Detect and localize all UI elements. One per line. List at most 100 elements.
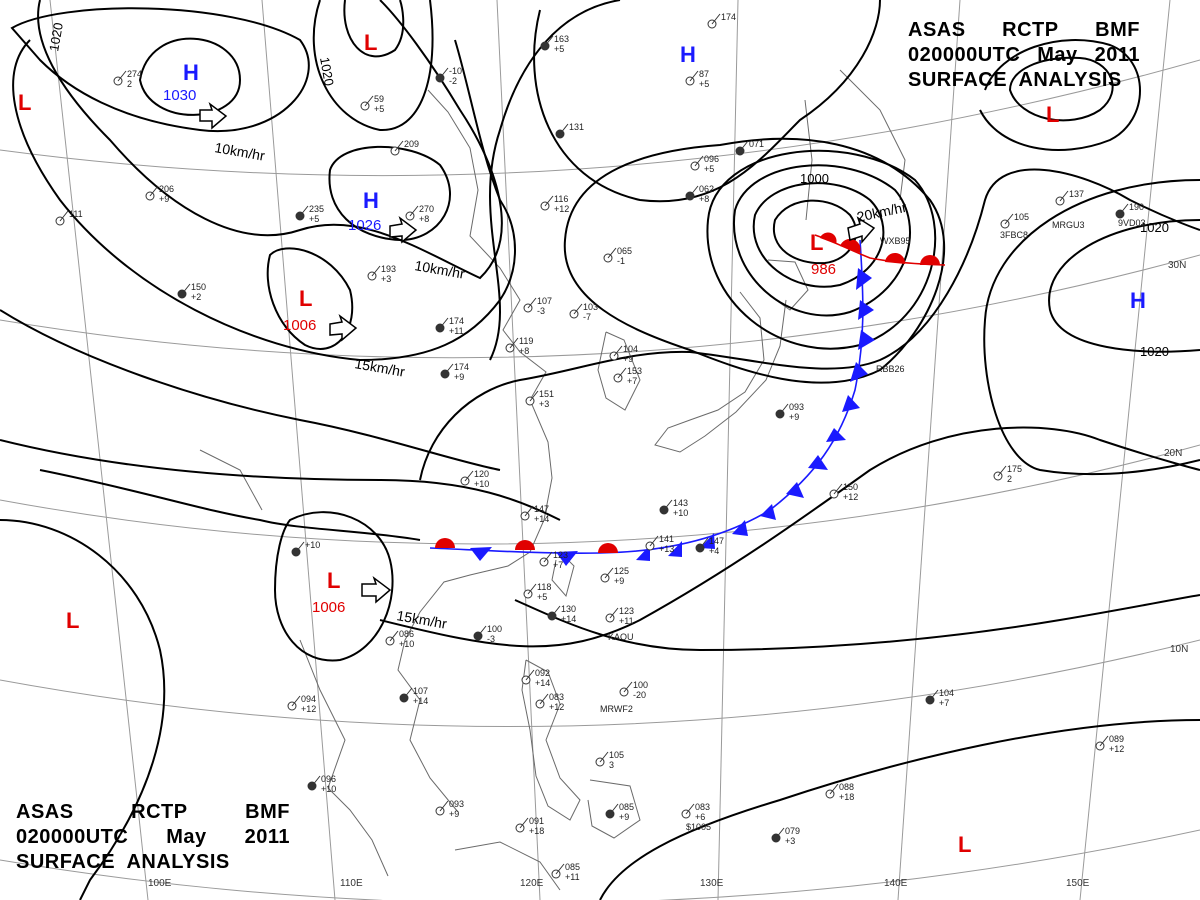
station-pressure: 274 <box>127 69 142 79</box>
isobar <box>1008 56 1114 122</box>
station-id: MRGU3 <box>1052 220 1085 230</box>
wind-barb-icon <box>613 345 623 357</box>
station-pressure: 130 <box>561 604 576 614</box>
isobar <box>983 179 1200 476</box>
header-station: RCTP <box>1002 19 1059 41</box>
station-plot: 071 <box>735 139 764 156</box>
wind-barb-icon <box>599 751 609 763</box>
header-month: May <box>1037 44 1078 66</box>
station-pressure: 163 <box>554 34 569 44</box>
wind-barb-icon <box>689 185 699 197</box>
wind-barb-icon <box>149 185 159 197</box>
low-center-symbol: L <box>66 608 79 633</box>
isobar <box>489 0 621 361</box>
station-pressure: 092 <box>535 668 550 678</box>
station-plot: 100-20 <box>619 680 648 700</box>
station-pressure: 119 <box>519 336 533 346</box>
station-tendency: +10 <box>474 479 489 489</box>
isobar <box>37 0 503 280</box>
isobar-label: 1000 <box>800 171 829 186</box>
station-id: $1005 <box>686 822 711 832</box>
station-tendency: -3 <box>537 306 545 316</box>
station-plot: 062+8 <box>685 184 714 204</box>
low-center-symbol: L <box>18 90 31 115</box>
station-tendency: +18 <box>529 826 544 836</box>
wind-barb-icon <box>527 583 537 595</box>
station-id: MRWF2 <box>600 704 633 714</box>
wind-barb-icon <box>739 140 749 152</box>
station-pressure: 062 <box>699 184 714 194</box>
wind-barb-icon <box>609 803 619 815</box>
station-id: KAOU <box>608 632 634 642</box>
station-tendency: +9 <box>159 194 169 204</box>
station-pressure: 094 <box>301 694 316 704</box>
station-plot: 116+12 <box>540 194 569 214</box>
wind-barb-icon <box>439 317 449 329</box>
station-pressure: 118 <box>537 582 551 592</box>
station-tendency: +7 <box>553 560 563 570</box>
station-plot: 111 <box>55 209 83 226</box>
station-pressure: 104 <box>623 344 638 354</box>
station-tendency: +8 <box>519 346 529 356</box>
motion-arrows <box>199 101 876 604</box>
station-tendency: +12 <box>554 204 569 214</box>
station-plot: 209 <box>390 139 419 156</box>
station-pressure: 175 <box>1007 464 1022 474</box>
station-tendency: 3 <box>609 760 614 770</box>
isobar <box>343 0 405 58</box>
isobar <box>39 469 421 541</box>
station-pressure: 096 <box>704 154 719 164</box>
header-station: RCTP <box>131 801 188 823</box>
wind-barb-icon <box>617 367 627 379</box>
wind-barb-icon <box>403 687 413 699</box>
station-tendency: +10 <box>399 639 414 649</box>
wind-barb-icon <box>394 140 404 152</box>
station-tendency: +9 <box>619 812 629 822</box>
wind-barb-icon <box>711 13 721 25</box>
station-pressure: 071 <box>749 139 764 149</box>
station-plot: -10-2 <box>435 66 462 86</box>
longitude-label: 140E <box>884 878 908 889</box>
isobar <box>752 182 885 288</box>
wind-barb-icon <box>295 541 305 553</box>
wind-barb-icon <box>509 337 519 349</box>
motion-arrow-icon <box>199 101 228 130</box>
station-pressure: 123 <box>619 606 634 616</box>
station-plot: 190 <box>1115 202 1144 219</box>
isobar <box>979 39 1141 151</box>
station-pressure: 093 <box>789 402 804 412</box>
wind-barb-icon <box>181 283 191 295</box>
wind-barb-icon <box>544 35 554 47</box>
station-pressure: 083 <box>695 802 710 812</box>
meridian-100e <box>49 0 149 900</box>
station-id: 3FBC8 <box>1000 230 1028 240</box>
station-tendency: +8 <box>699 194 709 204</box>
low-center-symbol: L <box>1046 102 1059 127</box>
isobar <box>1048 219 1200 353</box>
station-plot: +10 <box>291 540 320 557</box>
wind-barb-icon <box>477 625 487 637</box>
station-plot: 235+5 <box>295 204 324 224</box>
station-tendency: +14 <box>561 614 576 624</box>
station-tendency: +6 <box>695 812 705 822</box>
wind-barb-icon <box>649 535 659 547</box>
coast-indochina <box>299 639 389 877</box>
station-plot: 107-3 <box>523 296 552 316</box>
fronts <box>429 232 946 566</box>
station-pressure: 086 <box>399 629 414 639</box>
station-plot: 137 <box>1055 189 1084 206</box>
station-tendency: +9 <box>449 809 459 819</box>
wind-barb-icon <box>291 695 301 707</box>
station-plot: 87+5 <box>685 69 709 89</box>
station-tendency: +14 <box>535 678 550 688</box>
station-pressure: 150 <box>191 282 206 292</box>
station-tendency: +5 <box>554 44 564 54</box>
wind-barb-icon <box>663 499 673 511</box>
wind-barb-icon <box>311 775 321 787</box>
isobar <box>12 39 516 362</box>
wind-barb-icon <box>604 567 614 579</box>
